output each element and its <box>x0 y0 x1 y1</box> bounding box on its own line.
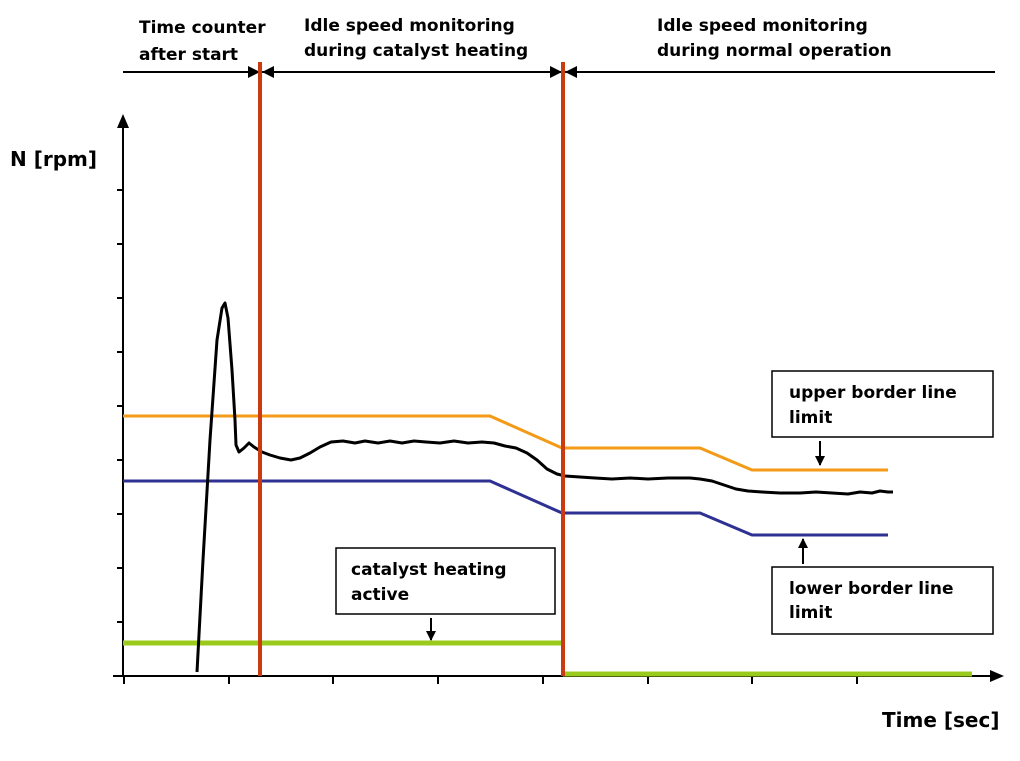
phase3-label-line2: during normal operation <box>657 41 892 61</box>
catalyst-callout-line1: catalyst heating <box>351 560 507 580</box>
phase2-arrow-head <box>550 66 562 78</box>
upper-limit-callout <box>771 370 994 438</box>
y-axis-label: N [rpm] <box>10 147 97 171</box>
y-axis-arrow <box>117 114 129 128</box>
upper-limit-callout-line2: limit <box>789 408 832 428</box>
phase2-label-line1: Idle speed monitoring <box>304 16 515 36</box>
phase1-arrow-head <box>248 66 260 78</box>
phase2-label-line2: during catalyst heating <box>304 41 528 61</box>
catalyst-callout-line2: active <box>351 585 409 605</box>
lower-limit-callout <box>771 566 994 635</box>
x-axis-arrow <box>990 670 1004 682</box>
y-axis-ticks <box>117 189 123 623</box>
phase3-label-line1: Idle speed monitoring <box>657 16 868 36</box>
x-axis-label: Time [sec] <box>882 708 999 732</box>
engine-speed-trace <box>195 301 893 673</box>
lower-limit-line <box>123 479 888 537</box>
upper-limit-callout-line1: upper border line <box>789 383 957 403</box>
x-axis-ticks <box>123 676 858 684</box>
upper-limit-line <box>123 414 888 472</box>
phase1-label-line1: Time counter <box>139 18 266 38</box>
phase1-label-line2: after start <box>139 45 238 65</box>
lower-limit-callout-line1: lower border line <box>789 579 954 599</box>
phase3-arrow-tail <box>565 66 577 78</box>
phase2-arrow-tail <box>262 66 274 78</box>
catalyst-callout <box>335 547 556 615</box>
lower-limit-callout-line2: limit <box>789 603 832 623</box>
